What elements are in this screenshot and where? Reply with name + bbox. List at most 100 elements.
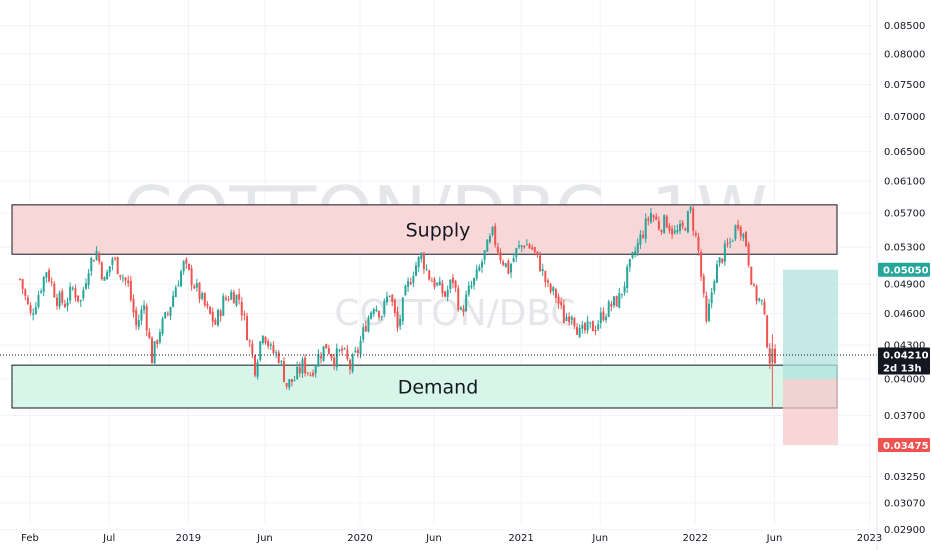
candle: [319, 352, 322, 364]
candle: [346, 345, 349, 361]
demand-zone-label: Demand: [398, 377, 479, 399]
candle-body: [24, 289, 27, 296]
candle-body: [673, 230, 676, 234]
candle-body: [203, 292, 206, 306]
candle-body: [737, 224, 740, 229]
candle-body: [32, 313, 35, 315]
candle-body: [591, 321, 594, 332]
candle-body: [483, 250, 486, 260]
candle: [470, 280, 473, 289]
candle-body: [739, 226, 742, 237]
candle: [119, 274, 122, 281]
candle-body: [586, 321, 589, 331]
candle-body: [449, 279, 452, 289]
candle-body: [275, 352, 278, 354]
x-axis[interactable]: Feb Jul 2019 Jun 2020 Jun 2021 Jun 2022 Jun 2023: [21, 533, 882, 544]
candle: [187, 263, 190, 271]
candle-body: [246, 316, 249, 341]
candle: [174, 285, 177, 298]
candle: [211, 307, 214, 327]
candle-body: [42, 276, 45, 292]
candle: [235, 294, 238, 308]
candle: [388, 295, 391, 298]
candle: [726, 238, 729, 248]
candle-body: [454, 280, 457, 288]
candle: [676, 224, 679, 235]
candle-body: [710, 292, 713, 304]
candle-body: [589, 322, 592, 324]
candle: [66, 297, 69, 312]
candle: [652, 214, 655, 223]
candle: [227, 296, 230, 302]
candle: [108, 266, 111, 277]
candle-body: [607, 301, 610, 317]
candle: [594, 325, 597, 336]
y-tick-label: 0.08000: [884, 50, 925, 61]
candle: [689, 204, 692, 214]
candle-body: [642, 234, 645, 238]
candle: [330, 353, 333, 361]
candle-body: [238, 294, 241, 300]
position-target-area[interactable]: [783, 269, 838, 379]
candle-body: [438, 281, 441, 286]
candle: [356, 346, 359, 358]
candle-body: [760, 299, 763, 301]
position-tool[interactable]: [783, 269, 838, 445]
candle: [692, 204, 695, 237]
candle-body: [267, 341, 270, 347]
candle-body: [705, 295, 708, 322]
demand-zone[interactable]: [11, 364, 838, 409]
candle-body: [362, 327, 365, 340]
candle-body: [164, 312, 167, 319]
candle-body: [541, 269, 544, 272]
candle-body: [562, 305, 565, 324]
candle: [317, 349, 320, 368]
candle-body: [515, 248, 518, 258]
candle-body: [465, 294, 468, 312]
candle: [301, 357, 304, 378]
candle: [491, 226, 494, 237]
candle: [407, 277, 410, 293]
candle: [224, 295, 227, 302]
candle: [763, 298, 766, 316]
candle-body: [462, 308, 465, 313]
x-tick-label: Feb: [21, 533, 39, 544]
candle: [560, 297, 563, 310]
candle: [634, 246, 637, 258]
candle: [264, 336, 267, 345]
candle-body: [745, 232, 747, 246]
candle: [201, 291, 204, 301]
candle: [114, 256, 117, 261]
candle: [668, 222, 671, 234]
candle: [547, 278, 549, 288]
candle-body: [383, 300, 386, 315]
candle: [515, 247, 518, 263]
candle: [243, 310, 246, 321]
position-stop-area[interactable]: [783, 379, 838, 445]
candle: [306, 372, 309, 376]
candle-body: [34, 307, 37, 314]
candle-body: [127, 280, 130, 284]
target-price-badge: 0.05050: [878, 262, 930, 277]
candle-body: [66, 302, 69, 307]
candle: [610, 300, 613, 312]
candle: [504, 263, 507, 268]
candle-body: [309, 374, 312, 376]
candle: [50, 277, 53, 287]
candle-body: [119, 274, 122, 277]
candle: [45, 271, 48, 283]
supply-zone[interactable]: [11, 204, 838, 255]
candle: [312, 369, 315, 378]
candle: [425, 264, 428, 271]
candle: [261, 335, 264, 345]
candle-body: [700, 252, 703, 277]
candle: [343, 347, 346, 350]
candle-body: [393, 300, 396, 314]
candle-body: [388, 295, 391, 297]
candle: [238, 288, 241, 305]
candle: [92, 259, 95, 262]
candle: [140, 305, 143, 325]
candle: [269, 342, 272, 350]
